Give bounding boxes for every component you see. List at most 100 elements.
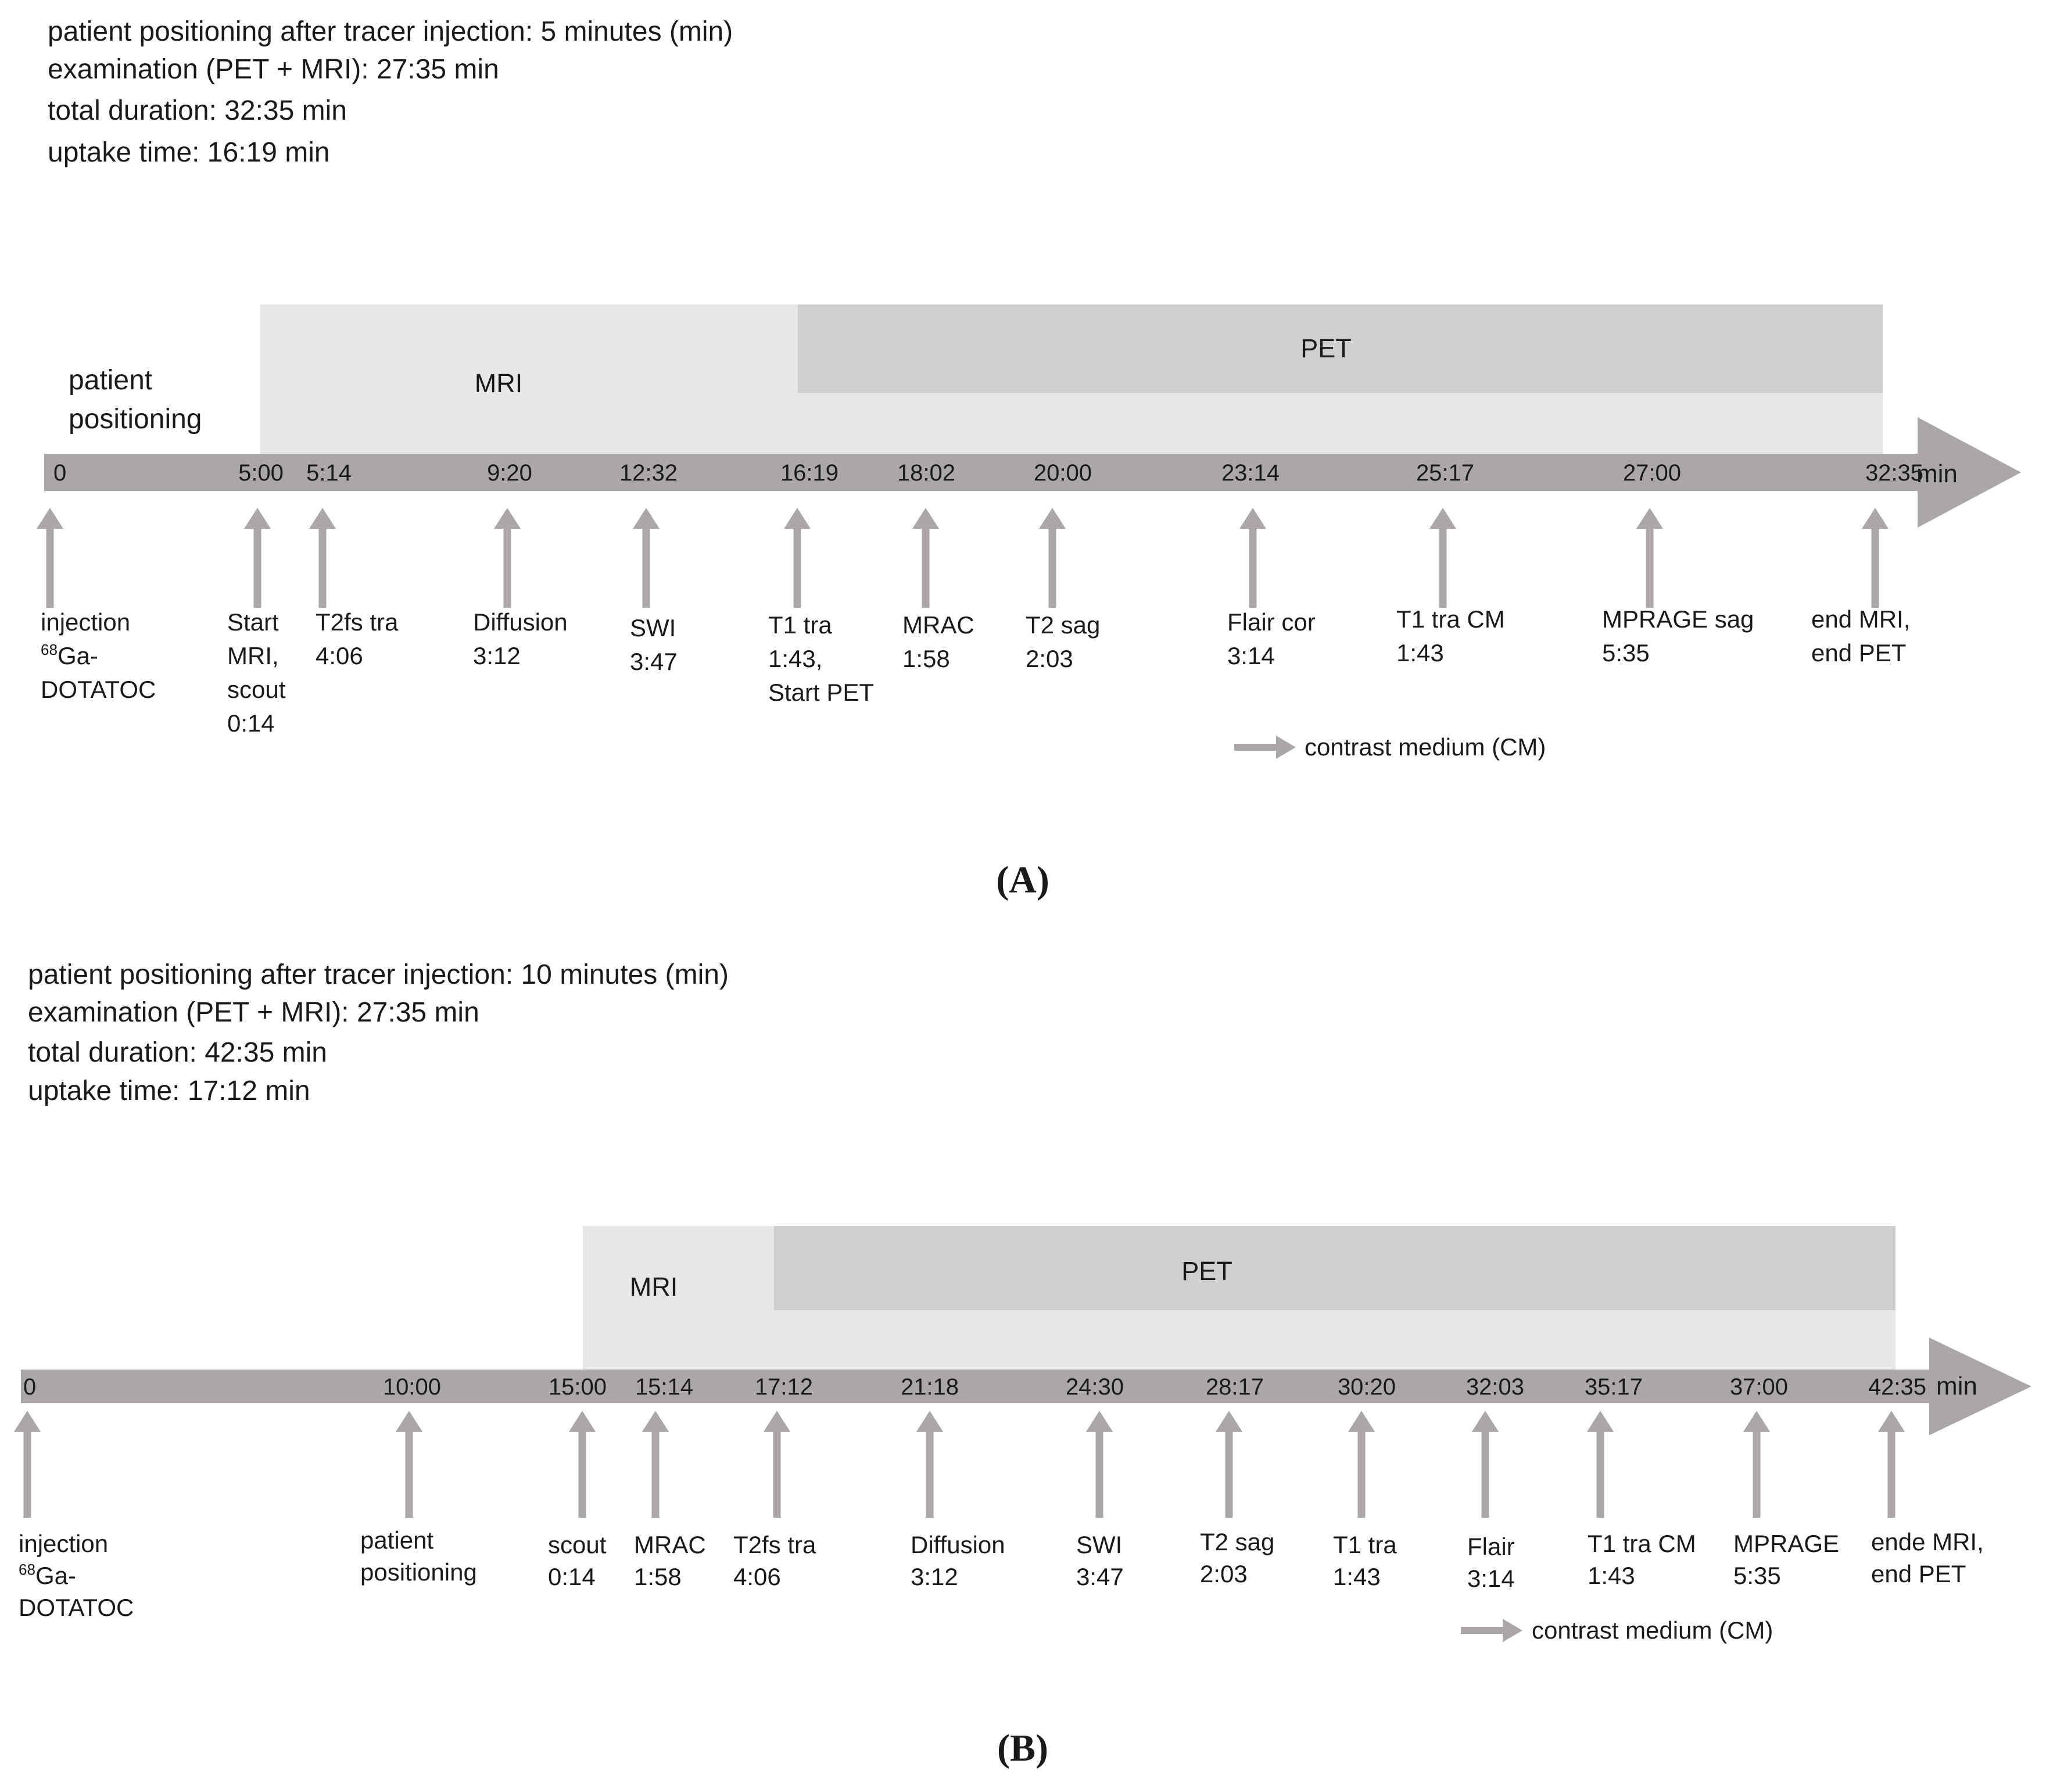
panel-a-event-label: Flair cor — [1227, 608, 1316, 636]
panel-a-unit-label: min — [1916, 460, 1958, 488]
panel-b-event-label: injection — [19, 1530, 108, 1557]
panel-b-label: (B) — [997, 1727, 1048, 1769]
panel-a-tick-label: 0 — [53, 460, 66, 486]
panel-b-tick-label: 35:17 — [1585, 1374, 1643, 1400]
panel-a-event-arrow — [1862, 508, 1889, 608]
panel-b-event-label: 0:14 — [548, 1563, 596, 1590]
panel-b-event-label: 4:06 — [733, 1563, 781, 1590]
panel-a-positioning-label: patient — [69, 365, 152, 396]
panel-a-event-arrow — [1039, 508, 1066, 608]
panel-b-event-label: 2:03 — [1200, 1560, 1248, 1587]
panel-a-event-arrow — [633, 508, 660, 608]
panel-a-info-line: uptake time: 16:19 min — [48, 137, 330, 168]
panel-b-event-arrow — [916, 1411, 943, 1518]
panel-b-event-label: scout — [548, 1531, 607, 1558]
panel-a-timeline-arrowhead — [1918, 417, 2021, 528]
panel-a-tick-label: 25:17 — [1416, 460, 1474, 486]
panel-a-event-label: scout — [227, 676, 286, 703]
panel-a-pet-label: PET — [1300, 334, 1352, 363]
panel-b-info-line: uptake time: 17:12 min — [28, 1076, 310, 1106]
panel-b-event-label: 5:35 — [1733, 1562, 1781, 1589]
panel-a-legend-arrow — [1234, 736, 1296, 759]
panel-b-tick-label: 32:03 — [1466, 1374, 1524, 1400]
panel-a-tick-label: 23:14 — [1221, 460, 1280, 486]
panel-b-event-arrow — [1472, 1411, 1499, 1518]
panel-a-tick-label: 18:02 — [897, 460, 955, 486]
panel-b-event-label: T1 tra — [1333, 1531, 1397, 1558]
panel-a-tick-label: 9:20 — [487, 460, 532, 486]
panel-b-timeline-bar — [21, 1370, 1933, 1403]
panel-b-tick-label: 0 — [23, 1374, 36, 1400]
panel-b-event-label: DOTATOC — [19, 1594, 134, 1621]
panel-a-event-label: 1:43, — [768, 645, 822, 672]
panel-a-event-label: 5:35 — [1602, 639, 1650, 666]
panel-a-event-arrow — [37, 508, 63, 608]
panel-b-event-label: T2 sag — [1200, 1528, 1274, 1556]
panel-b-tick-label: 10:00 — [383, 1374, 441, 1400]
panel-b-event-label: 3:47 — [1076, 1563, 1124, 1590]
panel-a-event-label: MRAC — [902, 611, 974, 639]
panel-a-event-arrow — [309, 508, 336, 608]
panel-b-unit-label: min — [1936, 1372, 1977, 1400]
panel-b-tick-label: 28:17 — [1206, 1374, 1264, 1400]
panel-b-event-label: T2fs tra — [733, 1531, 816, 1558]
panel-a-event-label: Diffusion — [473, 608, 568, 636]
panel-b-tick-label: 17:12 — [755, 1374, 813, 1400]
panel-a-event-label: 68Ga- — [41, 641, 98, 669]
panel-a-positioning-label: positioning — [69, 404, 202, 435]
panel-a-event-label: Start — [227, 608, 279, 636]
panel-a-info-line: total duration: 32:35 min — [48, 95, 347, 126]
panel-a-event-label: MRI, — [227, 642, 279, 669]
panel-b-pet-label: PET — [1181, 1256, 1232, 1286]
panel-b-info-line: patient positioning after tracer injecti… — [28, 959, 729, 990]
panel-b-event-arrow — [642, 1411, 669, 1518]
panel-b-event-label: Flair — [1467, 1533, 1515, 1560]
panel-b-event-label: 3:14 — [1467, 1565, 1515, 1592]
panel-b-event-arrow — [764, 1411, 790, 1518]
panel-a-info-line: examination (PET + MRI): 27:35 min — [48, 54, 499, 85]
panel-b-event-arrow — [1587, 1411, 1614, 1518]
panel-b-tick-label: 42:35 — [1868, 1374, 1926, 1400]
panel-b-event-arrow — [1743, 1411, 1770, 1518]
panel-a-event-label: MPRAGE sag — [1602, 605, 1754, 633]
panel-b-event-label: Diffusion — [911, 1531, 1005, 1558]
panel-a-event-label: 1:43 — [1396, 639, 1444, 666]
panel-b-legend-text: contrast medium (CM) — [1532, 1617, 1773, 1644]
panel-a-tick-label: 20:00 — [1034, 460, 1092, 486]
panel-a-tick-label: 32:35 — [1865, 460, 1923, 486]
panel-a-tick-label: 5:00 — [238, 460, 284, 486]
panel-b-timeline-arrowhead — [1929, 1338, 2031, 1435]
panel-a-event-label: T1 tra CM — [1396, 605, 1505, 633]
panel-b-event-label: end PET — [1871, 1560, 1966, 1587]
panel-b-tick-label: 15:14 — [635, 1374, 693, 1400]
panel-a-event-arrow — [784, 508, 811, 608]
panel-a-event-label: end PET — [1811, 639, 1906, 666]
panel-a-tick-label: 16:19 — [780, 460, 839, 486]
panel-a-event-arrow — [244, 508, 271, 608]
panel-a-event-label: 4:06 — [316, 642, 363, 669]
panel-a-label: (A) — [996, 859, 1049, 901]
panel-b-event-arrow — [1086, 1411, 1113, 1518]
panel-a-event-label: T2 sag — [1026, 611, 1100, 639]
panel-b-event-arrow — [1216, 1411, 1242, 1518]
panel-a-event-label: 3:14 — [1227, 642, 1275, 669]
panel-a-event-arrow — [1239, 508, 1266, 608]
panel-a-tick-label: 5:14 — [306, 460, 352, 486]
panel-b-event-label: 1:43 — [1333, 1563, 1381, 1590]
panel-b-tick-label: 30:20 — [1338, 1374, 1396, 1400]
panel-b-event-label: MRAC — [634, 1531, 706, 1558]
panel-a-mri-label: MRI — [475, 368, 523, 398]
panel-b-event-label: 1:58 — [634, 1563, 682, 1590]
panel-a-event-label: 0:14 — [227, 709, 275, 737]
panel-a-info-line: patient positioning after tracer injecti… — [48, 16, 733, 47]
panel-b-tick-label: 37:00 — [1730, 1374, 1788, 1400]
panel-b-event-arrow — [569, 1411, 596, 1518]
panel-a-legend-text: contrast medium (CM) — [1305, 733, 1546, 761]
panel-b-event-arrow — [14, 1411, 41, 1518]
panel-b-event-label: 1:43 — [1588, 1562, 1635, 1589]
panel-b-info-line: total duration: 42:35 min — [28, 1037, 327, 1068]
panel-a-event-label: 3:12 — [473, 642, 521, 669]
panel-b-event-arrow — [1348, 1411, 1375, 1518]
panel-a-event-arrow — [1429, 508, 1456, 608]
